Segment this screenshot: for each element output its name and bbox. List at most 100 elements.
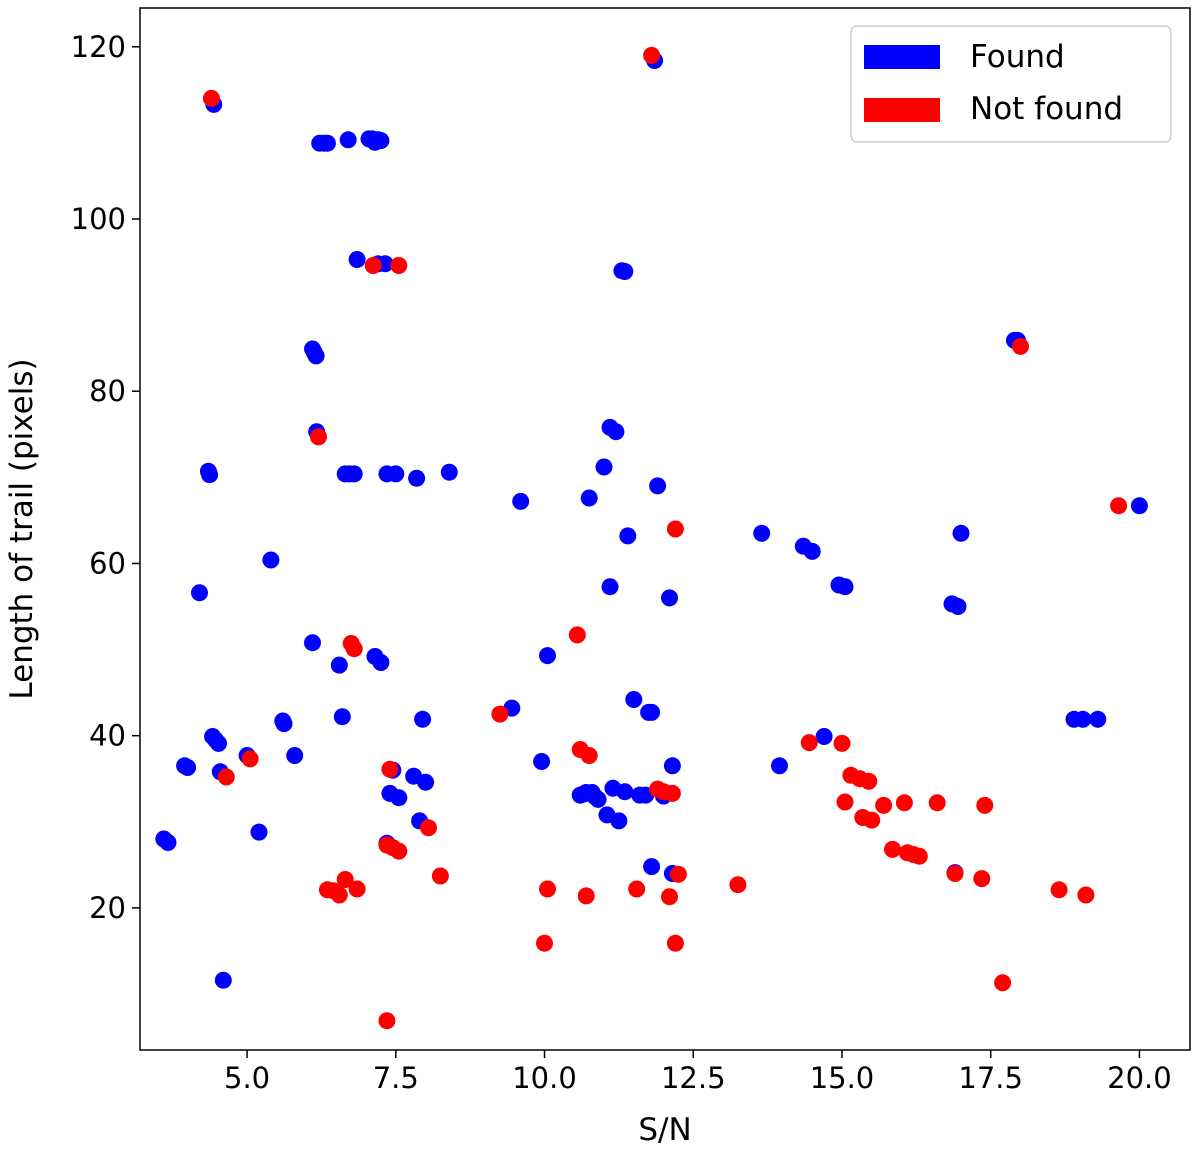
not-found-point — [390, 842, 408, 860]
not-found-point — [336, 871, 354, 888]
legend: Found Not found — [850, 25, 1172, 143]
found-point — [619, 527, 637, 545]
found-point — [440, 463, 458, 481]
not-found-point — [217, 768, 235, 786]
not-found-point — [310, 428, 327, 446]
found-point — [339, 131, 357, 149]
y-tick-label: 20 — [89, 891, 126, 925]
x-tick-label: 17.5 — [958, 1061, 1023, 1095]
found-point — [304, 634, 321, 652]
found-point — [318, 134, 336, 152]
found-point — [663, 757, 681, 775]
found-point — [616, 783, 634, 801]
found-point — [512, 492, 530, 510]
legend-swatch-not-found — [864, 98, 940, 122]
x-tick-label: 15.0 — [810, 1061, 875, 1095]
not-found-point — [241, 750, 259, 768]
legend-label-not-found: Not found — [970, 91, 1123, 127]
found-point — [836, 578, 854, 596]
not-found-point — [420, 819, 437, 837]
not-found-point — [577, 887, 595, 905]
found-point — [201, 466, 219, 484]
not-found-point — [729, 876, 747, 894]
not-found-point — [669, 865, 687, 883]
not-found-point — [973, 870, 991, 888]
found-point — [307, 347, 325, 365]
not-found-point — [1077, 886, 1095, 904]
y-axis-label: Length of trail (pixels) — [4, 358, 40, 699]
not-found-point — [378, 1012, 396, 1030]
found-point — [159, 834, 177, 851]
x-tick-label: 10.0 — [512, 1061, 577, 1095]
found-point — [330, 656, 348, 674]
found-point — [610, 812, 628, 830]
found-point — [214, 971, 232, 989]
not-found-point — [390, 257, 408, 274]
x-tick-label: 7.5 — [373, 1061, 419, 1095]
found-point — [1130, 497, 1148, 515]
found-point — [262, 551, 280, 569]
not-found-point — [643, 46, 661, 64]
not-found-point — [345, 640, 363, 658]
found-point — [952, 524, 970, 542]
found-point — [414, 710, 432, 728]
y-tick-label: 80 — [89, 374, 126, 408]
not-found-point — [833, 734, 851, 752]
not-found-point — [491, 705, 509, 723]
series-found — [155, 52, 1148, 989]
found-point — [580, 489, 598, 507]
not-found-point — [910, 847, 928, 865]
found-point — [250, 823, 268, 841]
not-found-point — [863, 811, 881, 829]
not-found-point — [895, 794, 913, 812]
not-found-point — [928, 794, 946, 812]
not-found-point — [330, 886, 348, 904]
not-found-point — [381, 760, 399, 778]
not-found-point — [568, 626, 586, 644]
found-point — [1089, 710, 1107, 728]
found-point — [803, 542, 821, 560]
found-point — [191, 584, 208, 602]
legend-swatch-found — [864, 45, 940, 69]
y-tick-label: 120 — [71, 30, 126, 64]
legend-label-found: Found — [970, 39, 1065, 75]
found-point — [771, 757, 788, 775]
y-tick-label: 100 — [71, 202, 126, 236]
not-found-point — [1050, 881, 1068, 899]
not-found-point — [539, 880, 556, 898]
not-found-point — [663, 784, 681, 802]
found-point — [179, 759, 197, 776]
not-found-point — [994, 974, 1012, 992]
x-tick-label: 12.5 — [661, 1061, 726, 1095]
found-point — [949, 598, 967, 615]
data-points — [155, 46, 1148, 1030]
not-found-point — [1110, 497, 1128, 515]
not-found-point — [536, 934, 553, 952]
found-point — [387, 465, 405, 483]
found-point — [625, 691, 643, 708]
x-tick-label: 20.0 — [1107, 1061, 1172, 1095]
not-found-point — [800, 734, 818, 752]
y-axis-ticks: 20 40 60 80 100 120 — [71, 30, 140, 925]
not-found-point — [202, 89, 220, 107]
x-tick-label: 5.0 — [224, 1061, 270, 1095]
found-point — [589, 790, 607, 808]
not-found-point — [580, 747, 598, 764]
not-found-point — [628, 880, 646, 898]
found-point — [348, 251, 366, 268]
found-point — [649, 477, 667, 495]
y-tick-label: 60 — [89, 546, 126, 580]
not-found-point — [875, 796, 893, 814]
found-point — [210, 734, 227, 752]
found-point — [333, 708, 351, 726]
not-found-point — [884, 840, 901, 858]
x-axis-ticks: 5.0 7.5 10.0 12.5 15.0 17.5 20.0 — [224, 1050, 1172, 1095]
not-found-point — [431, 867, 449, 885]
found-point — [643, 858, 661, 876]
not-found-point — [946, 865, 964, 882]
y-tick-label: 40 — [89, 719, 126, 753]
not-found-point — [661, 888, 678, 906]
found-point — [345, 465, 363, 483]
not-found-point — [860, 772, 878, 790]
